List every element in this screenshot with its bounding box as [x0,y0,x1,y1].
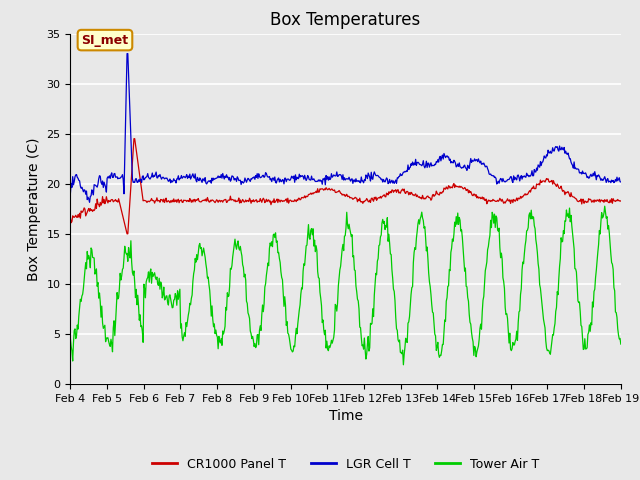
Line: Tower Air T: Tower Air T [70,206,621,365]
CR1000 Panel T [124,231,131,237]
Line: LGR Cell T: LGR Cell T [70,54,621,202]
Tower Air T [601,204,609,209]
CR1000 Panel T [77,216,84,221]
Y-axis label: Box Temperature (C): Box Temperature (C) [27,137,41,280]
Tower Air T [67,336,74,342]
LGR Cell T [134,177,142,183]
Title: Box Temperatures: Box Temperatures [271,11,420,29]
LGR Cell T [414,159,422,165]
Tower Air T [429,310,437,316]
CR1000 Panel T [191,196,198,202]
CR1000 Panel T [130,136,138,142]
CR1000 Panel T [220,197,227,203]
CR1000 Panel T [67,215,74,221]
Tower Air T [413,228,421,234]
LGR Cell T [617,179,625,185]
Tower Air T [218,343,226,348]
Tower Air T [133,302,141,308]
CR1000 Panel T [430,193,438,199]
CR1000 Panel T [617,198,625,204]
LGR Cell T [191,175,198,181]
LGR Cell T [430,163,438,168]
LGR Cell T [86,199,93,205]
LGR Cell T [77,183,84,189]
Tower Air T [189,278,196,284]
Legend: CR1000 Panel T, LGR Cell T, Tower Air T: CR1000 Panel T, LGR Cell T, Tower Air T [147,453,545,476]
LGR Cell T [220,174,227,180]
LGR Cell T [124,51,131,57]
Text: SI_met: SI_met [81,34,129,47]
Tower Air T [77,296,84,302]
LGR Cell T [67,191,74,196]
Tower Air T [399,362,407,368]
Tower Air T [617,341,625,347]
Line: CR1000 Panel T: CR1000 Panel T [70,139,621,234]
CR1000 Panel T [414,194,422,200]
CR1000 Panel T [134,164,142,170]
X-axis label: Time: Time [328,409,363,423]
